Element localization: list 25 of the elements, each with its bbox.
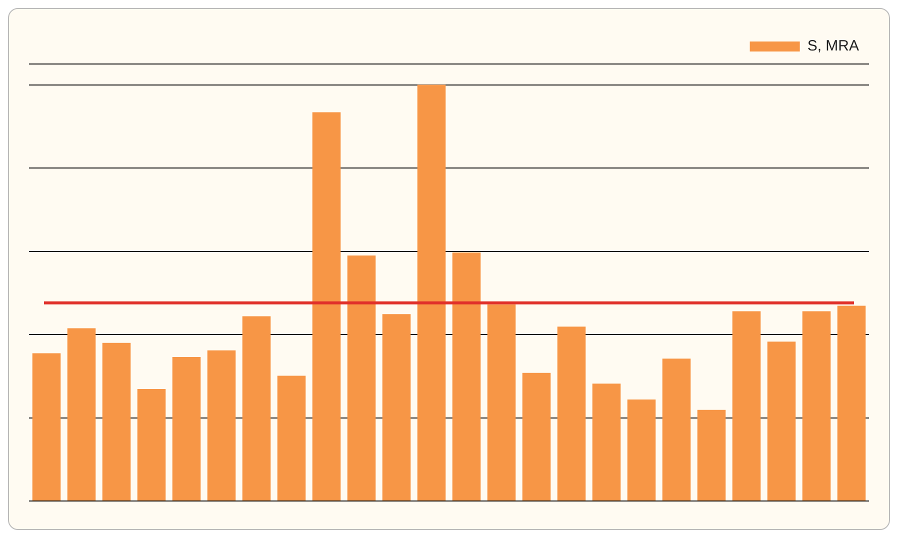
bar: [767, 342, 796, 500]
bar: [277, 376, 306, 500]
bar: [452, 252, 481, 500]
bar: [557, 326, 586, 500]
bar: [732, 311, 761, 500]
bar: [382, 314, 411, 500]
bar: [592, 384, 621, 500]
bar: [662, 358, 691, 500]
bar: [137, 389, 166, 500]
bar: [67, 328, 96, 500]
bar: [697, 410, 726, 500]
bar: [242, 316, 271, 500]
bar: [32, 353, 61, 500]
bar: [312, 112, 341, 500]
bar: [102, 342, 131, 500]
bar: [627, 399, 656, 500]
bar: [417, 84, 446, 500]
bar: [522, 372, 551, 500]
bar: [172, 357, 201, 500]
bar: [207, 350, 236, 500]
bar: [487, 304, 516, 500]
bar: [837, 306, 866, 500]
legend-label: S, MRA: [807, 38, 860, 55]
bar: [802, 311, 831, 500]
bar: [347, 255, 376, 500]
